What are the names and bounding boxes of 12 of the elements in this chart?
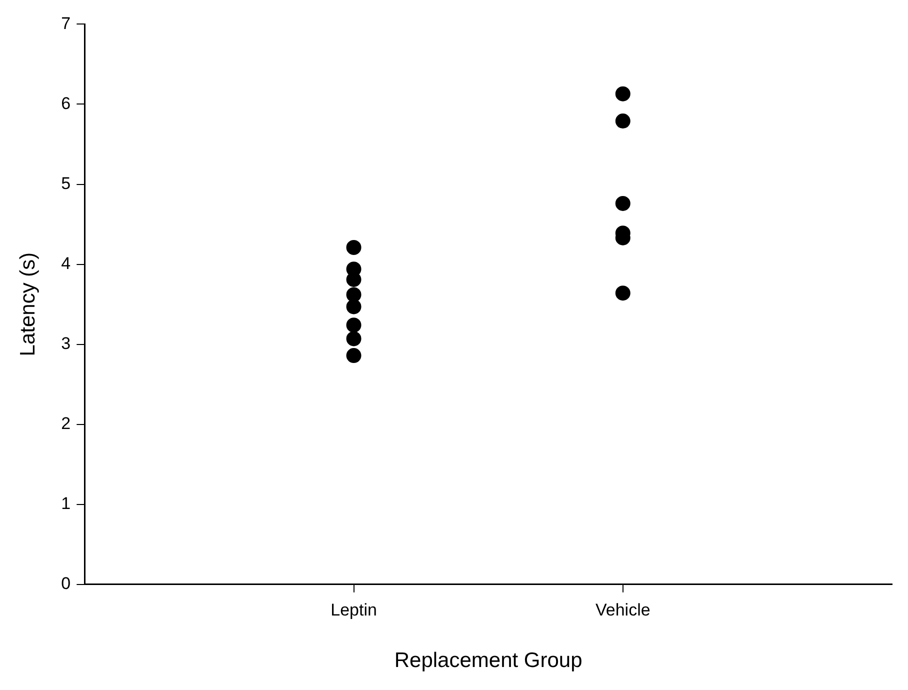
y-tick-label: 0 [61, 574, 71, 594]
y-tick-label: 1 [61, 494, 71, 514]
y-tick-label: 6 [61, 94, 71, 113]
y-tick-label: 4 [61, 254, 71, 273]
x-axis-title: Replacement Group [394, 649, 582, 672]
y-tick-label: 5 [61, 174, 71, 193]
x-tick-label: Vehicle [595, 600, 650, 620]
y-tick-label: 7 [61, 14, 71, 33]
y-axis-title: Latency (s) [16, 252, 40, 356]
x-tick-label: Leptin [330, 600, 377, 620]
y-tick-label: 2 [61, 414, 71, 434]
y-tick-label: 3 [61, 334, 71, 353]
